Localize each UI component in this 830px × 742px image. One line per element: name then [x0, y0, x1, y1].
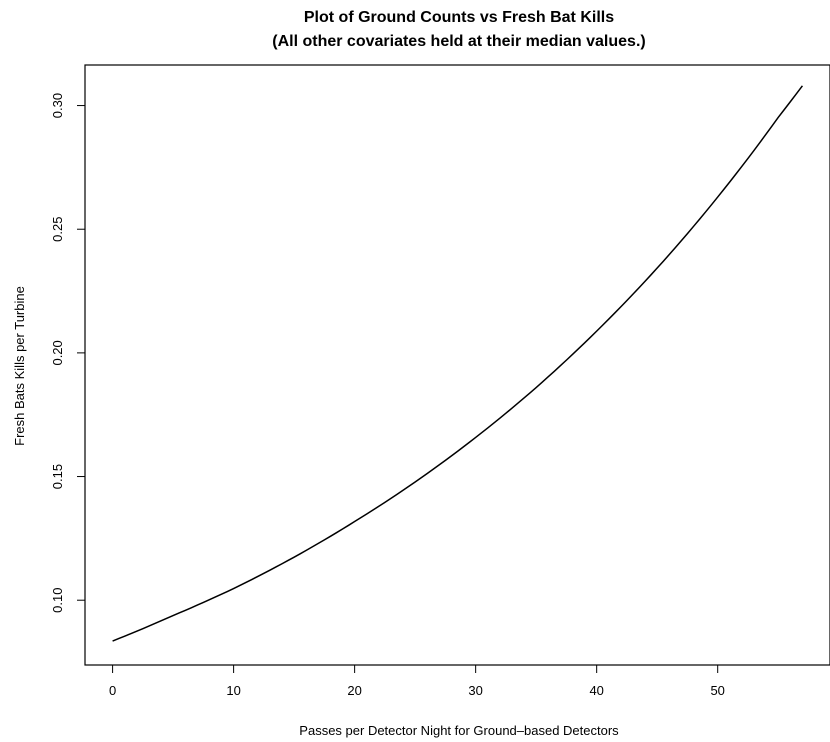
- x-tick-label: 40: [589, 683, 603, 698]
- x-axis-label: Passes per Detector Night for Ground–bas…: [299, 723, 619, 738]
- y-tick-label: 0.10: [50, 588, 65, 613]
- y-tick-label: 0.15: [50, 464, 65, 489]
- y-tick-label: 0.25: [50, 217, 65, 242]
- x-tick-label: 10: [226, 683, 240, 698]
- y-tick-label: 0.30: [50, 93, 65, 118]
- y-tick-label: 0.20: [50, 340, 65, 365]
- chart-title: Plot of Ground Counts vs Fresh Bat Kills: [304, 9, 614, 26]
- x-tick-label: 20: [347, 683, 361, 698]
- x-tick-label: 30: [468, 683, 482, 698]
- series-line: [112, 85, 804, 642]
- chart-subtitle: (All other covariates held at their medi…: [272, 33, 645, 50]
- x-tick-label: 50: [710, 683, 724, 698]
- y-axis-label: Fresh Bats Kills per Turbine: [12, 286, 27, 446]
- plot-frame: [84, 64, 830, 666]
- x-axis: 0 10 20 30 40 50: [109, 664, 725, 698]
- x-tick-label: 0: [109, 683, 116, 698]
- y-axis: 0.10 0.15 0.20 0.25 0.30: [50, 93, 86, 613]
